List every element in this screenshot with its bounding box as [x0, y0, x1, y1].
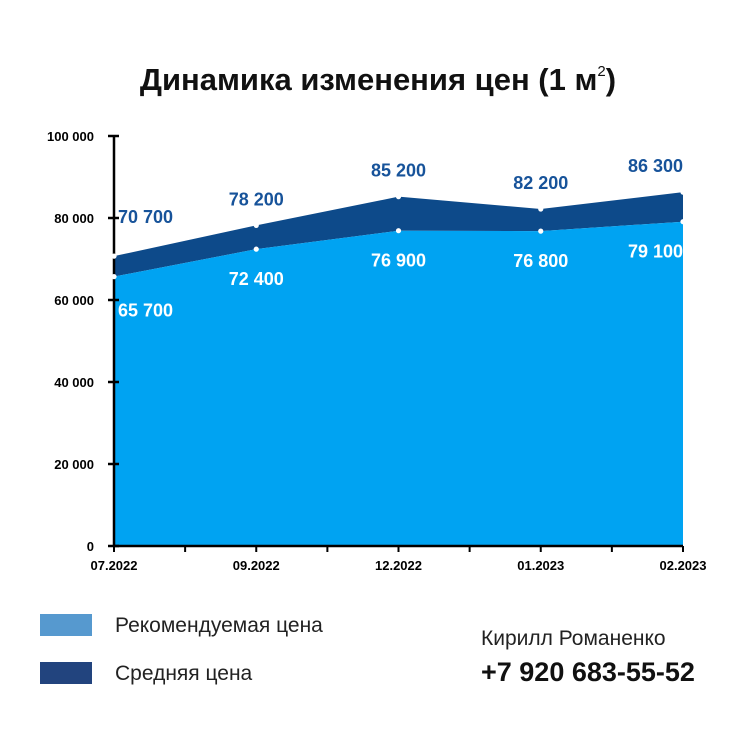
data-point-recommended [253, 246, 259, 252]
data-point-recommended [538, 228, 544, 234]
contact-name: Кирилл Романенко [481, 627, 666, 650]
area-chart: 0 20 000 40 000 60 000 80 000 100 000 07.2022 0… [47, 129, 707, 573]
data-label-average: 86 300 [628, 156, 683, 176]
x-tick-label: 01.2023 [517, 558, 564, 573]
y-tick-label: 0 [87, 539, 94, 554]
legend-label-average: Средняя цена [115, 662, 253, 685]
legend-swatch-recommended [40, 614, 92, 636]
x-tick-label: 02.2023 [660, 558, 707, 573]
contact-phone: +7 920 683-55-52 [481, 657, 695, 687]
data-label-average: 82 200 [513, 173, 568, 193]
legend-swatch-average [40, 662, 92, 684]
data-point-average [253, 222, 259, 228]
x-tick-label: 12.2022 [375, 558, 422, 573]
x-tick-label: 09.2022 [233, 558, 280, 573]
data-point-recommended [111, 274, 117, 280]
x-tick-label: 07.2022 [91, 558, 138, 573]
y-tick-label: 40 000 [54, 375, 94, 390]
data-label-recommended: 76 900 [371, 251, 426, 271]
contact-block: Кирилл Романенко +7 920 683-55-52 [481, 627, 695, 688]
y-tick-label: 60 000 [54, 293, 94, 308]
y-tick-label: 100 000 [47, 129, 94, 144]
data-point-average [680, 189, 686, 195]
data-point-average [111, 253, 117, 259]
data-label-recommended: 72 400 [229, 269, 284, 289]
data-label-average: 70 700 [118, 207, 173, 227]
data-point-average [538, 206, 544, 212]
data-label-recommended: 79 100 [628, 242, 683, 262]
legend-label-recommended: Рекомендуемая цена [115, 614, 323, 637]
chart-title-text: Динамика изменения цен (1 м [139, 62, 598, 97]
data-point-recommended [680, 219, 686, 225]
data-label-recommended: 65 700 [118, 301, 173, 321]
data-point-average [395, 194, 402, 200]
chart-title-close-paren: ) [605, 62, 617, 97]
chart-title-superscript: 2 [597, 63, 606, 80]
chart-title: Динамика изменения цен (1 м2) [0, 62, 756, 98]
series-area-average [114, 192, 683, 277]
data-point-recommended [395, 228, 402, 234]
series-area-recommended [114, 221, 683, 546]
data-label-average: 85 200 [371, 161, 426, 181]
data-label-recommended: 76 800 [513, 251, 568, 271]
y-tick-label: 20 000 [54, 457, 94, 472]
y-tick-label: 80 000 [54, 211, 94, 226]
data-label-average: 78 200 [229, 189, 284, 209]
